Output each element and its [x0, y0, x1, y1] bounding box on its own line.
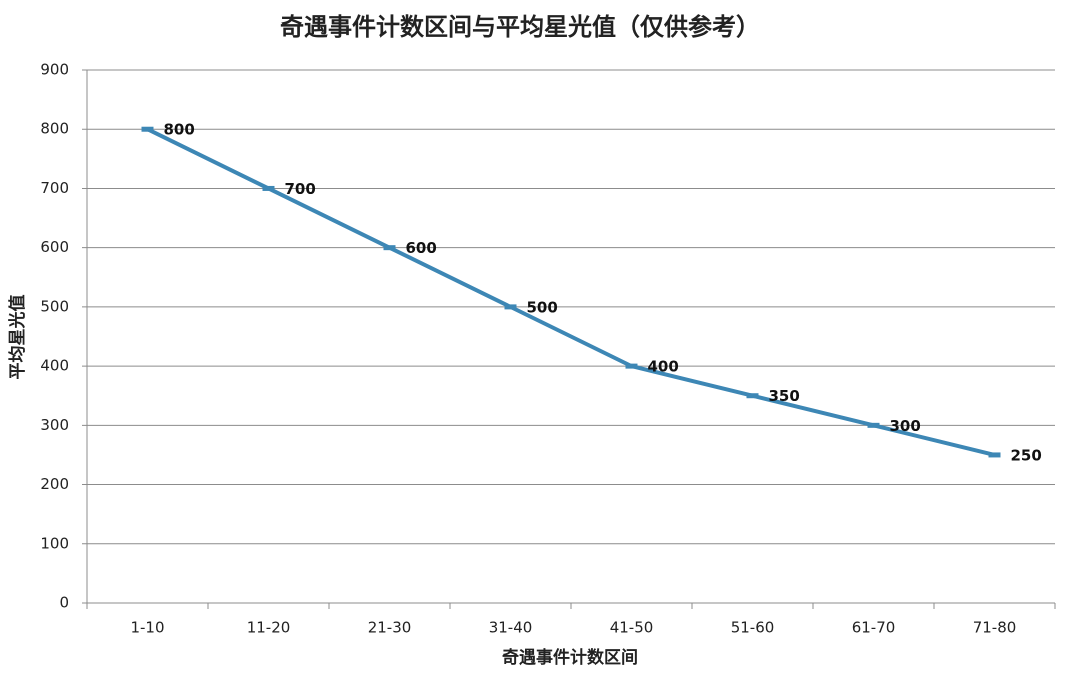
x-tick-label: 61-70 — [852, 619, 896, 637]
x-tick-label: 71-80 — [973, 619, 1017, 637]
y-tick-label: 0 — [59, 594, 69, 612]
line — [146, 127, 995, 457]
data-label: 500 — [527, 298, 558, 316]
y-axis-title: 平均星光值 — [7, 295, 28, 380]
x-tick-label: 41-50 — [610, 619, 654, 637]
y-tick-label: 200 — [40, 475, 69, 493]
data-label: 700 — [285, 180, 316, 198]
data-label: 350 — [769, 387, 800, 405]
data-label: 300 — [890, 417, 921, 435]
x-axis-title: 奇遇事件计数区间 — [502, 647, 638, 668]
y-tick-label: 500 — [40, 297, 69, 315]
x-tick-label: 51-60 — [731, 619, 775, 637]
x-tick-label: 11-20 — [247, 619, 291, 637]
x-tick-label: 31-40 — [489, 619, 533, 637]
x-tick-label: 21-30 — [368, 619, 412, 637]
y-tick-label: 700 — [40, 179, 69, 197]
y-tick-label: 600 — [40, 238, 69, 256]
chart-title: 奇遇事件计数区间与平均星光值（仅供参考） — [280, 13, 760, 41]
y-tick-label: 100 — [40, 534, 69, 552]
data-label: 400 — [648, 358, 679, 376]
y-tick-label: 900 — [40, 61, 69, 79]
data-label: 600 — [406, 239, 437, 257]
y-tick-label: 800 — [40, 120, 69, 138]
x-tick-label: 1-10 — [130, 619, 164, 637]
data-label: 800 — [164, 121, 195, 139]
y-tick-label: 300 — [40, 416, 69, 434]
data-label: 250 — [1011, 446, 1042, 464]
y-tick-label: 400 — [40, 357, 69, 375]
